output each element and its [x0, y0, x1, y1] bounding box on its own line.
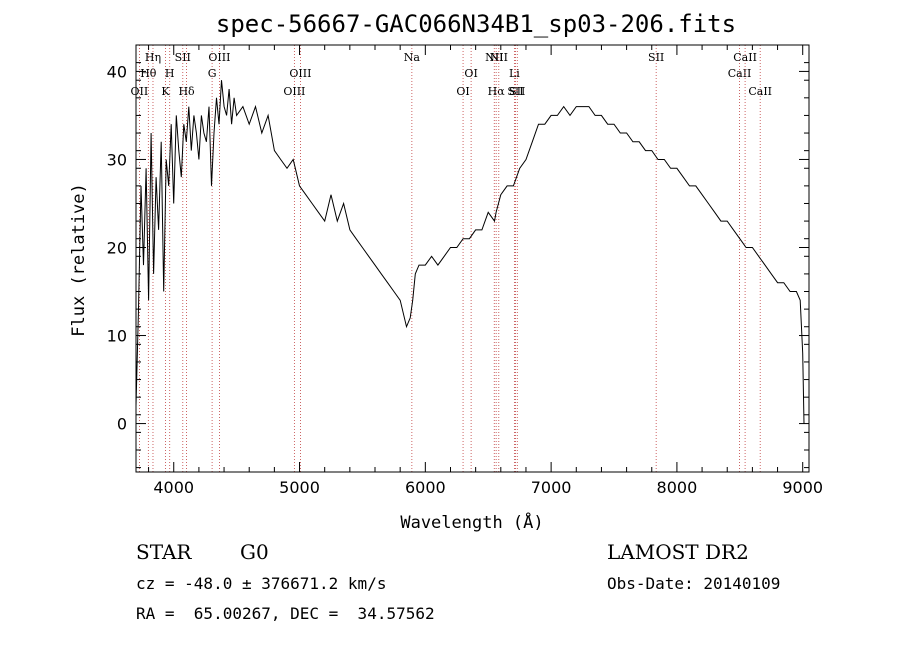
x-tick-label-3: 7000 — [531, 478, 572, 497]
line-label-23: CaII — [748, 85, 772, 98]
spectrum-series-line — [135, 80, 805, 424]
line-label-20: SII — [648, 51, 664, 64]
y-tick-label-3: 30 — [107, 150, 127, 169]
y-tick-label-2: 20 — [107, 238, 127, 257]
line-label-4: H — [165, 67, 175, 80]
ra-dec: RA = 65.00267, DEC = 34.57562 — [136, 604, 435, 623]
line-label-19: SII — [509, 85, 525, 98]
y-tick-label-0: 0 — [117, 415, 127, 434]
y-tick-label-1: 10 — [107, 327, 127, 346]
object-class: STAR — [136, 540, 192, 564]
line-label-18: SII — [507, 85, 523, 98]
x-tick-label-2: 6000 — [405, 478, 446, 497]
line-label-21: CaII — [728, 67, 752, 80]
line-label-17: Li — [509, 67, 520, 80]
line-label-11: Na — [404, 51, 421, 64]
line-label-8: OIII — [208, 51, 230, 64]
line-label-12: OI — [456, 85, 469, 98]
line-label-2: Hη — [145, 51, 161, 64]
line-label-5: SII — [175, 51, 191, 64]
line-label-16: NII — [490, 51, 508, 64]
x-tick-label-5: 9000 — [782, 478, 823, 497]
survey-name: LAMOST DR2 — [607, 540, 749, 564]
line-label-7: G — [208, 67, 217, 80]
axis-ticks: 4000 5000 6000 7000 8000 9000 0 10 20 30 40 — [107, 45, 823, 497]
y-tick-label-4: 40 — [107, 62, 127, 81]
line-label-10: OIII — [289, 67, 311, 80]
line-label-6: Hδ — [178, 85, 195, 98]
x-tick-label-1: 5000 — [279, 478, 320, 497]
line-label-13: OI — [464, 67, 477, 80]
line-label-1: Hθ — [140, 67, 157, 80]
line-label-3: K — [161, 85, 170, 98]
plot-frame — [135, 44, 810, 473]
line-label-15: Hα — [488, 85, 506, 98]
observation-date: Obs-Date: 20140109 — [607, 574, 781, 593]
x-axis-label: Wavelength (Å) — [400, 511, 543, 533]
line-label-22: CaII — [733, 51, 757, 64]
line-label-0: OII — [131, 85, 149, 98]
chart-title: spec-56667-GAC066N34B1_sp03-206.fits — [216, 10, 736, 38]
line-label-9: OIII — [283, 85, 305, 98]
x-tick-label-0: 4000 — [153, 478, 194, 497]
x-tick-label-4: 8000 — [657, 478, 698, 497]
object-subclass: G0 — [240, 540, 269, 564]
y-axis-label: Flux (relative) — [69, 183, 89, 337]
redshift-cz: cz = -48.0 ± 376671.2 km/s — [136, 574, 387, 593]
